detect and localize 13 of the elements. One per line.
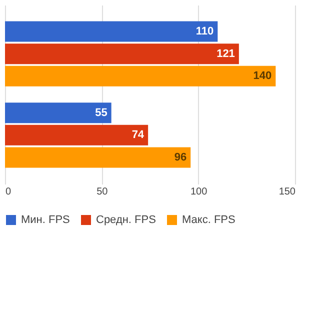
x-tick-label: 100 (190, 186, 208, 198)
legend-label: Мин. FPS (21, 214, 70, 226)
data-label: 110 (196, 26, 214, 38)
x-tick-label: 50 (96, 186, 108, 198)
data-label: 55 (95, 106, 108, 119)
x-tick-label: 0 (6, 186, 12, 198)
data-label: 74 (132, 129, 145, 142)
data-label: 121 (216, 48, 235, 60)
data-label: 96 (174, 151, 187, 164)
legend-label: Средн. FPS (96, 214, 156, 226)
x-tick-label: 150 (278, 186, 296, 198)
legend-label: Макс. FPS (182, 214, 236, 226)
data-label: 140 (253, 70, 272, 82)
